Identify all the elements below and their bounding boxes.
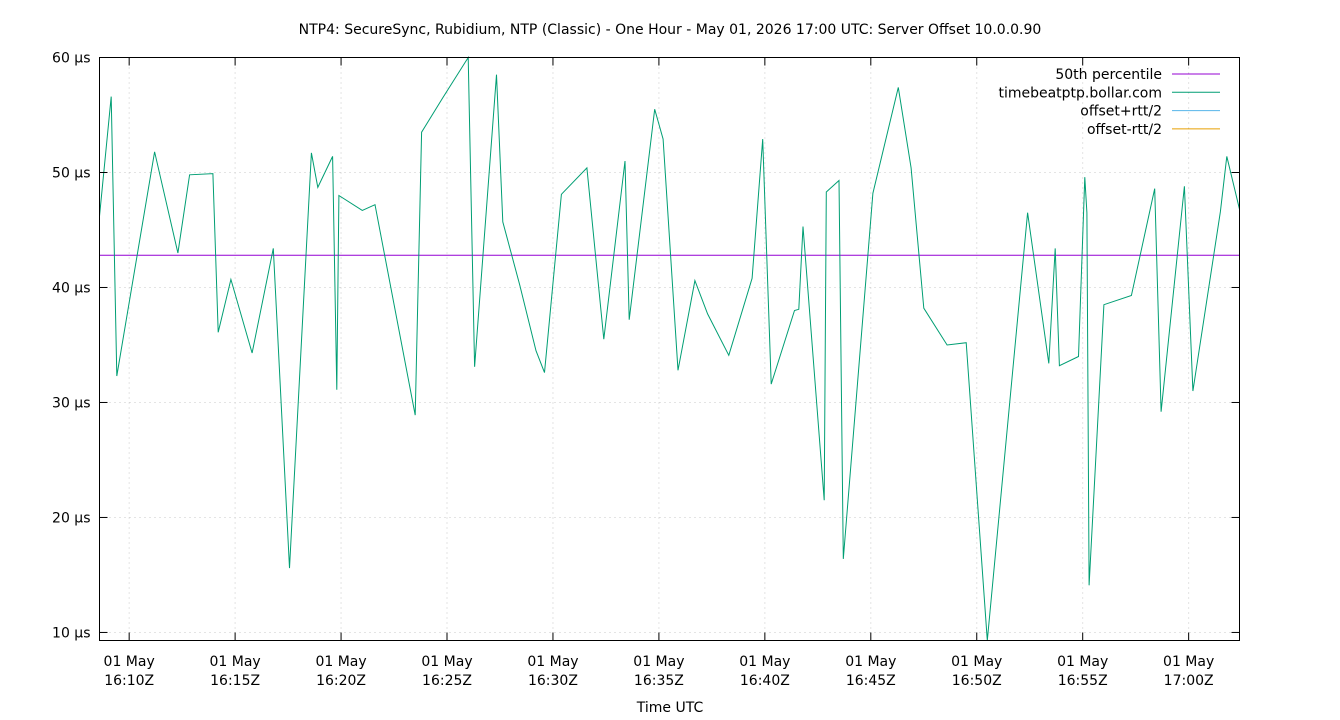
legend-label: timebeatptp.bollar.com [998, 85, 1162, 101]
x-tick-label-time: 16:35Z [634, 673, 684, 689]
x-tick-label-time: 16:45Z [846, 673, 896, 689]
x-tick-label-time: 16:30Z [528, 673, 578, 689]
y-tick-label: 40 µs [52, 280, 90, 296]
x-tick-label-time: 16:15Z [210, 673, 260, 689]
x-tick-label-date: 01 May [845, 654, 896, 670]
x-tick-label-date: 01 May [951, 654, 1002, 670]
y-tick-label: 50 µs [52, 165, 90, 181]
x-tick-label-time: 16:20Z [316, 673, 366, 689]
y-tick-label: 10 µs [52, 625, 90, 641]
chart-title: NTP4: SecureSync, Rubidium, NTP (Classic… [299, 22, 1042, 38]
x-tick-label-date: 01 May [315, 654, 366, 670]
x-tick-label-time: 16:40Z [740, 673, 790, 689]
x-tick-label-date: 01 May [210, 654, 261, 670]
x-tick-label-time: 16:25Z [422, 673, 472, 689]
x-tick-label-time: 16:55Z [1058, 673, 1108, 689]
axis-ticks: 10 µs 20 µs 30 µs 40 µs 50 µs 60 µs 01 May 16:1… [52, 51, 1240, 689]
grid [99, 57, 1240, 641]
legend-label: offset+rtt/2 [1080, 104, 1162, 120]
x-tick-label-date: 01 May [633, 654, 684, 670]
x-axis-label: Time UTC [636, 700, 704, 716]
plot-frame [99, 57, 1240, 641]
x-tick-label-time: 16:10Z [104, 673, 154, 689]
y-tick-label: 20 µs [52, 510, 90, 526]
series-line-timebeatptp-bollar-com [99, 55, 1240, 641]
x-tick-label-date: 01 May [739, 654, 790, 670]
legend-label: 50th percentile [1055, 67, 1162, 83]
x-tick-label-time: 16:50Z [952, 673, 1002, 689]
x-tick-label-date: 01 May [104, 654, 155, 670]
x-tick-label-date: 01 May [527, 654, 578, 670]
y-tick-label: 30 µs [52, 395, 90, 411]
x-tick-label-date: 01 May [1057, 654, 1108, 670]
legend-label: offset-rtt/2 [1087, 122, 1162, 138]
series-layer [99, 55, 1240, 641]
y-tick-label: 60 µs [52, 51, 90, 67]
legend: 50th percentile timebeatptp.bollar.com off… [998, 67, 1220, 138]
x-tick-label-time: 17:00Z [1164, 673, 1214, 689]
x-tick-label-date: 01 May [421, 654, 472, 670]
x-tick-label-date: 01 May [1163, 654, 1214, 670]
